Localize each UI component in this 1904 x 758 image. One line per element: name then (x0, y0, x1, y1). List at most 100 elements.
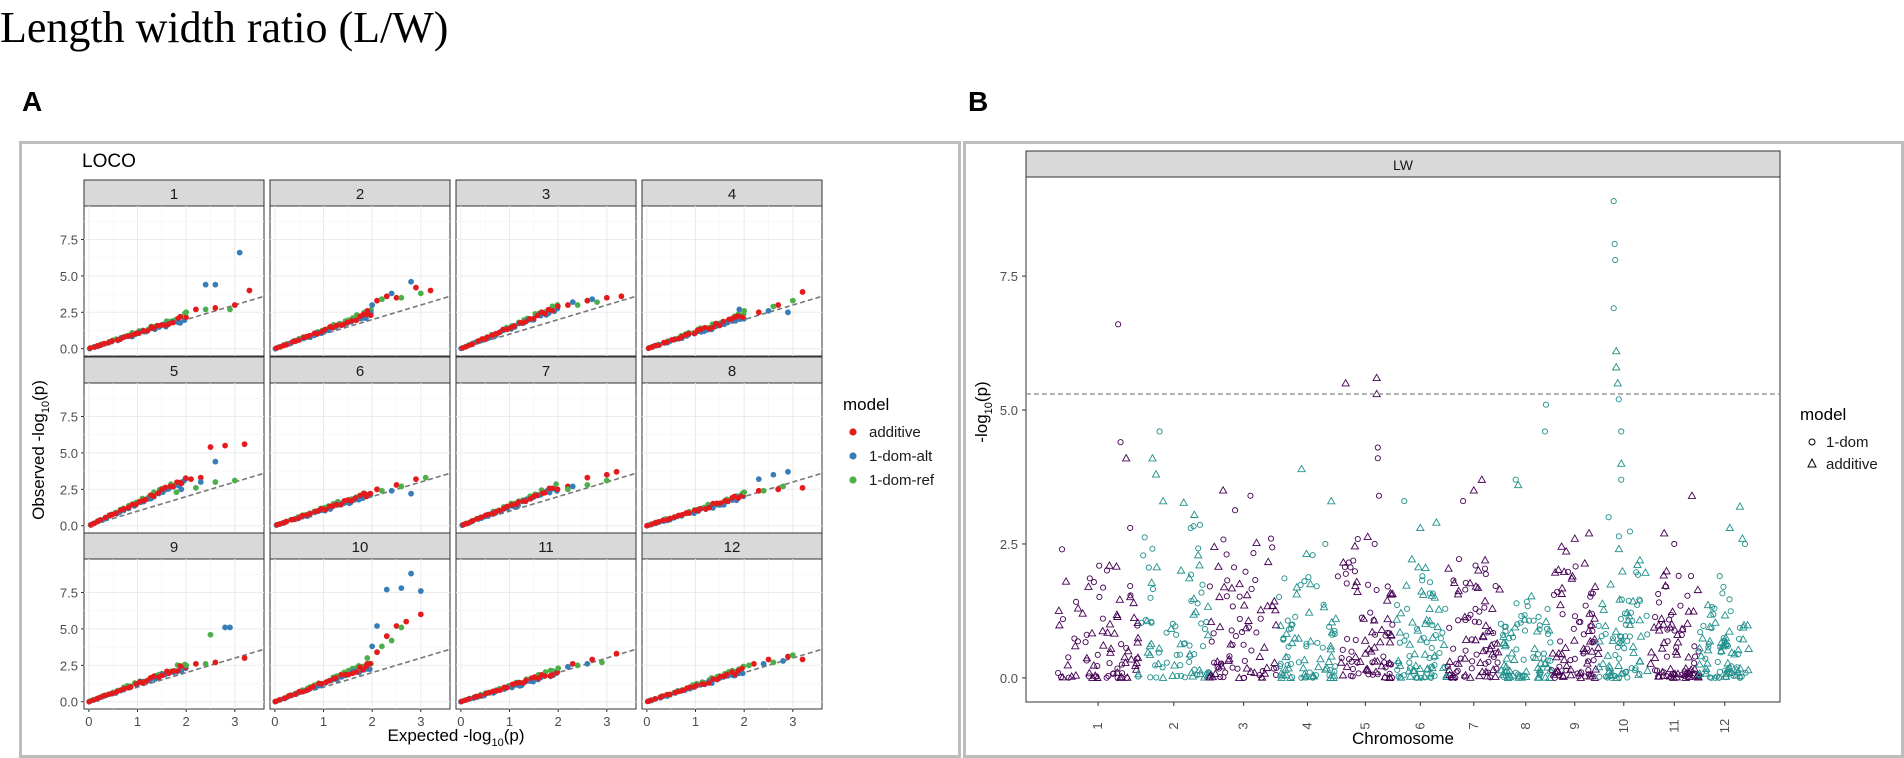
manhattan-point (1695, 643, 1704, 652)
manhattan-point (1725, 663, 1734, 672)
manhattan-point (1392, 615, 1402, 623)
qq-tail-point-1-dom-alt (755, 476, 762, 483)
manhattan-peak-point (1218, 485, 1228, 494)
manhattan-strip-label: LW (1393, 157, 1414, 173)
manhattan-point (1288, 621, 1295, 629)
qq-point-additive (318, 680, 325, 687)
manhattan-point (1568, 571, 1577, 580)
manhattan-point (1131, 665, 1141, 673)
qq-tail-point-additive (603, 294, 610, 301)
manhattan-point (1168, 671, 1178, 679)
qq-point-additive (348, 498, 354, 504)
manhattan-point (1457, 655, 1464, 662)
manhattan-point (1129, 598, 1139, 607)
manhattan-point (1276, 668, 1286, 677)
qq-tail-point-1-dom-ref (173, 489, 180, 496)
manhattan-point (1096, 562, 1103, 569)
manhattan-point (1344, 635, 1351, 643)
manhattan-point (1684, 607, 1694, 615)
manhattan-point (1242, 568, 1249, 575)
qq-xtick-label: 1 (134, 714, 141, 729)
qq-point-additive (125, 504, 132, 511)
manhattan-point (1327, 651, 1336, 660)
manhattan-point (1637, 597, 1644, 604)
manhattan-point (1248, 647, 1255, 654)
manhattan-point (1611, 672, 1619, 680)
qq-point-additive (367, 312, 374, 319)
manhattan-point (1486, 641, 1496, 649)
manhattan-point (1354, 535, 1361, 543)
qq-tail-point-additive (799, 484, 806, 491)
facet-plot-area (641, 205, 823, 357)
manhattan-point (1543, 625, 1550, 632)
manhattan-point (1383, 614, 1392, 623)
axis-title-suffix: (p) (504, 726, 525, 745)
manhattan-point (1408, 617, 1417, 626)
qq-tail-point-1-dom-ref (599, 659, 605, 666)
manhattan-point (1103, 674, 1110, 681)
qq-tail-point-additive (241, 441, 248, 448)
manhattan-point (1331, 668, 1338, 675)
manhattan-point (1559, 611, 1566, 618)
manhattan-point (1624, 638, 1631, 645)
qq-tail-point-additive (383, 293, 390, 300)
manhattan-point (1232, 633, 1239, 640)
manhattan-point (1313, 583, 1320, 590)
qq-tail-point-1-dom-ref (789, 297, 796, 304)
manhattan-point (1351, 581, 1360, 590)
qq-point-additive (277, 521, 283, 527)
qq-point-additive (663, 339, 670, 345)
manhattan-point (1701, 664, 1711, 672)
manhattan-point (1350, 557, 1357, 564)
manhattan-point (1147, 674, 1154, 681)
manhattan-point (1250, 668, 1259, 676)
qq-tail-point-1-dom-ref (183, 662, 190, 669)
manhattan-point (1215, 592, 1224, 601)
manhattan-point (1277, 663, 1284, 670)
manhattan-peak-point (1297, 464, 1306, 473)
manhattan-point (1112, 612, 1122, 620)
manhattan-point (1641, 568, 1650, 576)
qq-legend-title: model (843, 395, 889, 414)
qq-point-additive (306, 332, 313, 339)
facet-plot-area: 0 1 2 3 (641, 558, 823, 729)
qq-tail-point-additive (799, 656, 806, 663)
manhattan-point (1229, 641, 1236, 648)
manhattan-point (1355, 670, 1362, 677)
manhattan-point (1096, 593, 1103, 601)
facet-strip (641, 179, 823, 207)
manhattan-ytick-label: 2.5 (1000, 537, 1018, 552)
manhattan-point (1721, 639, 1730, 648)
manhattan-point (1286, 673, 1296, 681)
manhattan-point (1475, 619, 1482, 626)
manhattan-point (1206, 583, 1213, 590)
manhattan-point (1577, 618, 1584, 626)
qq-point-additive (522, 498, 529, 505)
qq-tail-point-1-dom-alt (374, 623, 380, 629)
qq-tail-point-1-dom-ref (364, 655, 371, 661)
manhattan-point (1334, 573, 1341, 580)
manhattan-point (1533, 673, 1543, 681)
manhattan-point (1389, 621, 1396, 628)
facet-panel-bg (269, 382, 451, 534)
manhattan-peak-point (1584, 528, 1594, 537)
manhattan-peak-point (1671, 540, 1678, 548)
manhattan-point (1585, 609, 1595, 617)
manhattan-point (1268, 601, 1277, 609)
qq-xtick-label: 3 (603, 714, 610, 729)
manhattan-point (1401, 672, 1408, 679)
facet-plot-area: 0.0 2.5 5.0 7.5 (60, 382, 265, 534)
manhattan-point (1396, 639, 1403, 646)
manhattan-point (1442, 605, 1449, 612)
manhattan-peak-point (1127, 524, 1134, 531)
manhattan-point (1482, 671, 1492, 680)
manhattan-point (1147, 594, 1154, 601)
manhattan-point (1449, 578, 1459, 587)
manhattan-point (1287, 660, 1294, 668)
qq-tail-point-1-dom-ref (388, 637, 395, 644)
manhattan-point (1089, 660, 1099, 669)
qq-ytick-label: 0.0 (60, 342, 78, 357)
qq-facet-1: 1 0.0 2.5 5.0 7.5 (60, 179, 265, 357)
manhattan-point (1385, 637, 1395, 646)
manhattan-point (1587, 620, 1597, 628)
